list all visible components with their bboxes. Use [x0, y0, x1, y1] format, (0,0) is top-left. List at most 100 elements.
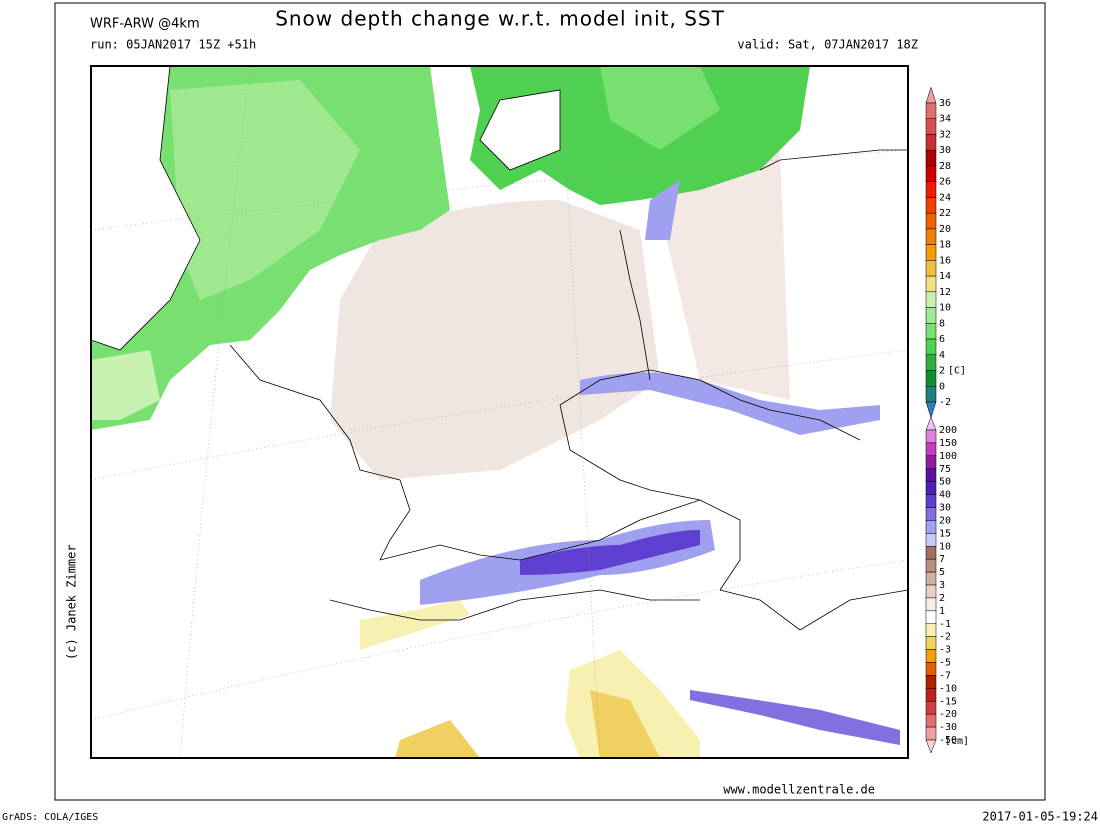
legend-label: 15	[939, 528, 951, 539]
legend-label: 30	[939, 503, 951, 514]
legend-swatch	[925, 370, 937, 387]
legend-label: 34	[939, 114, 951, 125]
legend-label: -20	[939, 709, 957, 720]
legend-swatch	[925, 701, 937, 715]
legend-swatch	[925, 181, 937, 198]
legend-swatch	[925, 429, 937, 444]
legend-swatch	[925, 323, 937, 340]
legend-swatch	[925, 338, 937, 356]
sea	[395, 720, 480, 758]
legend-swatch	[925, 354, 937, 371]
legend-label: 26	[939, 177, 951, 188]
legend-label: 75	[939, 464, 951, 475]
legend-label: 40	[939, 490, 951, 501]
software: GrADS: COLA/IGES	[2, 812, 98, 823]
legend-label: 50	[939, 477, 951, 488]
legend-swatch	[925, 623, 937, 637]
legend-label: 100	[939, 451, 957, 462]
legend-swatch	[925, 468, 937, 482]
legend-swatch	[925, 571, 937, 586]
border	[559, 404, 701, 501]
legend-swatch	[925, 597, 937, 612]
legend-label: 200	[939, 425, 957, 436]
run-label: run: 05JAN2017 15Z +51h	[90, 38, 256, 52]
legend-swatch	[925, 291, 937, 308]
legend-label: 4	[939, 350, 945, 361]
legend-label: 30	[939, 145, 951, 156]
border	[559, 369, 861, 441]
map	[90, 65, 909, 759]
graticule	[90, 65, 909, 759]
graticule-line	[179, 65, 251, 759]
legend-label: 10	[939, 541, 951, 552]
title: Snow depth change w.r.t. model init, SST	[275, 7, 725, 31]
legend-swatch	[925, 688, 937, 702]
legend-label: 36	[939, 98, 951, 109]
legend-label: -2	[939, 632, 951, 643]
denmark	[479, 89, 561, 171]
britain	[90, 65, 201, 351]
legends: 363432302826242220181614121086420-2[C]20…	[925, 86, 969, 754]
borders	[229, 149, 909, 631]
legend-swatch	[925, 636, 937, 650]
legend-label: -15	[939, 696, 957, 707]
legend-swatch	[925, 481, 937, 495]
legend-swatch	[925, 442, 937, 457]
snow	[645, 180, 680, 240]
legend-label: 2	[939, 593, 945, 604]
legend-label: 150	[939, 438, 957, 449]
legend-label: 0	[939, 381, 945, 392]
legend-swatch	[925, 507, 937, 521]
legend-label: 22	[939, 208, 951, 219]
legend-label: 6	[939, 334, 945, 345]
legend-swatch	[925, 118, 937, 135]
land-tint	[330, 200, 660, 480]
legend-label: -10	[939, 683, 957, 694]
legend-label: 5	[939, 567, 945, 578]
border	[229, 344, 411, 561]
border	[759, 149, 908, 171]
legend-cap	[925, 739, 937, 754]
legend-swatch	[925, 307, 937, 324]
legend-label: 8	[939, 318, 945, 329]
legend-swatch	[925, 102, 937, 119]
legend-label: -5	[939, 658, 951, 669]
legend-label: 7	[939, 554, 945, 565]
legend-swatch	[925, 275, 937, 293]
legend-unit: [C]	[948, 366, 966, 377]
legend-swatch	[925, 649, 937, 663]
legend-label: 3	[939, 580, 945, 591]
legend-label: -30	[939, 722, 957, 733]
legend-swatch	[925, 386, 937, 403]
legend-unit: [cm]	[945, 736, 969, 747]
legend-swatch	[925, 260, 937, 277]
website: www.modellzentrale.de	[723, 783, 875, 797]
legend-swatch	[925, 675, 937, 689]
legend-label: -1	[939, 619, 951, 630]
legend-swatch	[925, 197, 937, 214]
graticule-line	[90, 559, 909, 721]
graticule-line	[559, 65, 601, 759]
legend-cap	[925, 401, 937, 419]
legend-swatch	[925, 244, 937, 261]
legend-label: 12	[939, 287, 951, 298]
legend-swatch	[925, 165, 937, 182]
legend-swatch	[925, 546, 937, 560]
legend-swatch	[925, 228, 937, 245]
sea	[91, 350, 160, 420]
legend-label: -3	[939, 645, 951, 656]
legend-label: -7	[939, 670, 951, 681]
legend-swatch	[925, 726, 937, 741]
legend-label: 14	[939, 271, 951, 282]
legend-swatch	[925, 533, 937, 547]
legend-label: 32	[939, 129, 951, 140]
model-label: WRF-ARW @4km	[90, 17, 200, 32]
land-tint	[650, 150, 790, 400]
legend-swatch	[925, 494, 937, 508]
legend-label: 20	[939, 224, 951, 235]
legend-swatch	[925, 455, 937, 470]
border	[619, 229, 651, 381]
legend-label: 20	[939, 515, 951, 526]
legend-label: 16	[939, 255, 951, 266]
